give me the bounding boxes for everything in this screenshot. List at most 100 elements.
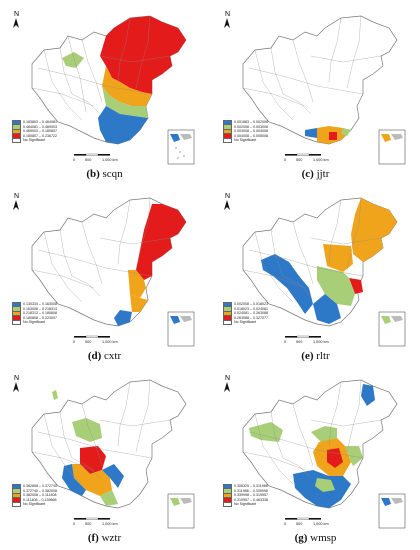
scale-mid: 500 [85, 340, 92, 344]
region-blue [361, 384, 375, 406]
legend-row: No Significant [223, 137, 268, 144]
scale-zero: 0 [284, 522, 287, 526]
region-green [62, 52, 84, 68]
legend-label: 0.319957 – 0.463338 [234, 497, 268, 502]
caption-name: wmsp [310, 532, 337, 544]
north-arrow-icon [13, 18, 19, 28]
scale-mid: 500 [296, 522, 303, 526]
legend-row: No Significant [223, 501, 268, 508]
legend-row: No Significant [12, 319, 57, 326]
choropleth-map-b: N [13, 11, 195, 165]
legend-label: 0.306325 – 0.311988 [234, 484, 268, 488]
north-arrow-label: N [225, 193, 230, 200]
region-blue [98, 106, 148, 144]
scale-bar [285, 517, 321, 520]
legend-label: 0.018023 – 0.024081 [234, 306, 268, 311]
north-arrow-label: N [14, 193, 19, 200]
legend-e: 0.002008 – 0.018023 0.018023 – 0.024081 … [223, 301, 268, 326]
north-arrow-icon [224, 18, 230, 28]
legend-label: 0.464081 – 0.469003 [23, 124, 57, 129]
legend-label: No Significant [23, 138, 46, 143]
caption-c: (c) jjtr [213, 168, 418, 180]
scale-end: 1,000 km [102, 522, 118, 526]
region-green-2 [52, 390, 58, 400]
legend-label: 0.382008 – 0.111408 [23, 493, 57, 498]
legend-label: 0.362808 – 0.372740 [23, 484, 57, 488]
region-red [349, 278, 363, 294]
scale-mid: 500 [85, 522, 92, 526]
scale-zero: 0 [73, 340, 76, 344]
caption-letter: (f) [87, 532, 99, 544]
region-orange [72, 464, 112, 496]
region-blue-2 [102, 464, 124, 488]
caption-name: scqn [102, 168, 123, 180]
caption-letter: (e) [301, 350, 314, 362]
region-orange-2 [130, 294, 148, 312]
north-arrow-icon [224, 200, 230, 210]
legend-label: 0.004008 – 0.005008 [234, 133, 268, 138]
scale-mid: 500 [296, 158, 303, 162]
region-orange [102, 66, 152, 106]
caption-name: wztr [101, 532, 122, 544]
legend-b: 0.183863 – 0.464081 0.464081 – 0.469003 … [12, 119, 57, 144]
scale-end: 1,000 km [102, 158, 118, 162]
scale-mid: 500 [296, 340, 303, 344]
map-panel-g: N 0 500 1,000 km 0.306325 – 0.311988 0.3… [213, 366, 418, 546]
scale-zero: 0 [73, 522, 76, 526]
region-red [136, 204, 186, 280]
legend-label: 0.311988 – 0.339998 [234, 488, 268, 493]
caption-e: (e) rltr [213, 350, 418, 362]
north-arrow-label: N [225, 375, 230, 382]
legend-label: No Significant [23, 502, 46, 507]
legend-label: No Significant [234, 138, 257, 143]
legend-label: 0.180808 – 0.223007 [23, 315, 57, 320]
legend-label: 0.111408 – 0.139668 [23, 497, 57, 502]
region-red [327, 448, 343, 468]
legend-label: No Significant [23, 320, 46, 325]
legend-label: 0.469003 – 0.180807 [23, 129, 57, 134]
region-blue-2 [313, 294, 341, 324]
caption-b: (b) scqn [2, 168, 207, 180]
legend-label: No Significant [234, 320, 257, 325]
legend-label: 0.130334 – 0.163008 [23, 302, 57, 306]
legend-label: 0.163008 – 0.218313 [23, 306, 57, 311]
caption-letter: (b) [86, 168, 100, 180]
choropleth-map-e: N [224, 193, 406, 347]
legend-label: 0.002008 – 0.003008 [234, 124, 268, 129]
north-arrow-icon [13, 200, 19, 210]
map-panel-d: N 0 500 1,000 km 0.130334 – 0.163008 0.1… [2, 184, 207, 364]
choropleth-map-f: N [13, 375, 195, 529]
region-green [341, 128, 351, 136]
region-green-4 [315, 478, 335, 492]
choropleth-map-c: N [224, 11, 406, 165]
legend-label: 0.218313 – 0.180808 [23, 311, 57, 316]
scale-bar [74, 153, 110, 156]
legend-label: 0.263088 – 0.327077 [234, 315, 268, 320]
region-orange-2 [323, 244, 353, 272]
north-arrow-icon [224, 382, 230, 392]
caption-letter: (g) [294, 532, 308, 544]
region-green-3 [345, 446, 363, 466]
legend-row: No Significant [12, 501, 57, 508]
region-red [80, 446, 106, 474]
legend-f: 0.362808 – 0.372740 0.372740 – 0.382008 … [12, 483, 57, 508]
scale-bar [285, 153, 321, 156]
legend-c: 0.001883 – 0.002008 0.002008 – 0.003008 … [223, 119, 268, 144]
scale-end: 1,000 km [102, 340, 118, 344]
legend-label: 0.339998 – 0.319957 [234, 493, 268, 498]
region-orange [351, 198, 397, 262]
caption-letter: (c) [301, 168, 314, 180]
caption-name: cxtr [104, 350, 122, 362]
map-panel-f: N 0 500 1,000 km 0.362808 – 0.372740 0.3… [2, 366, 207, 546]
region-red [329, 132, 337, 140]
legend-row: No Significant [12, 137, 57, 144]
north-arrow-label: N [14, 375, 19, 382]
scale-end: 1,000 km [313, 340, 329, 344]
region-blue [261, 254, 313, 314]
legend-label: 0.180807 – 0.236722 [23, 133, 57, 138]
region-orange [128, 270, 146, 298]
legend-label: 0.024081 – 0.263088 [234, 311, 268, 316]
map-panel-c: N 0 500 1,000 km 0.001883 – 0.002008 0.0… [213, 2, 418, 182]
map-panel-e: N 0 500 1,000 km 0.002008 – 0.018023 0.0… [213, 184, 418, 364]
map-panel-b: N 0 500 [2, 2, 207, 182]
